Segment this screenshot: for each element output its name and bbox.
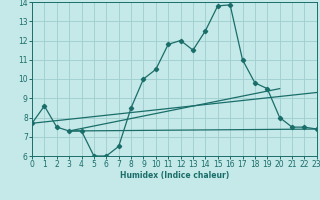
- X-axis label: Humidex (Indice chaleur): Humidex (Indice chaleur): [120, 171, 229, 180]
